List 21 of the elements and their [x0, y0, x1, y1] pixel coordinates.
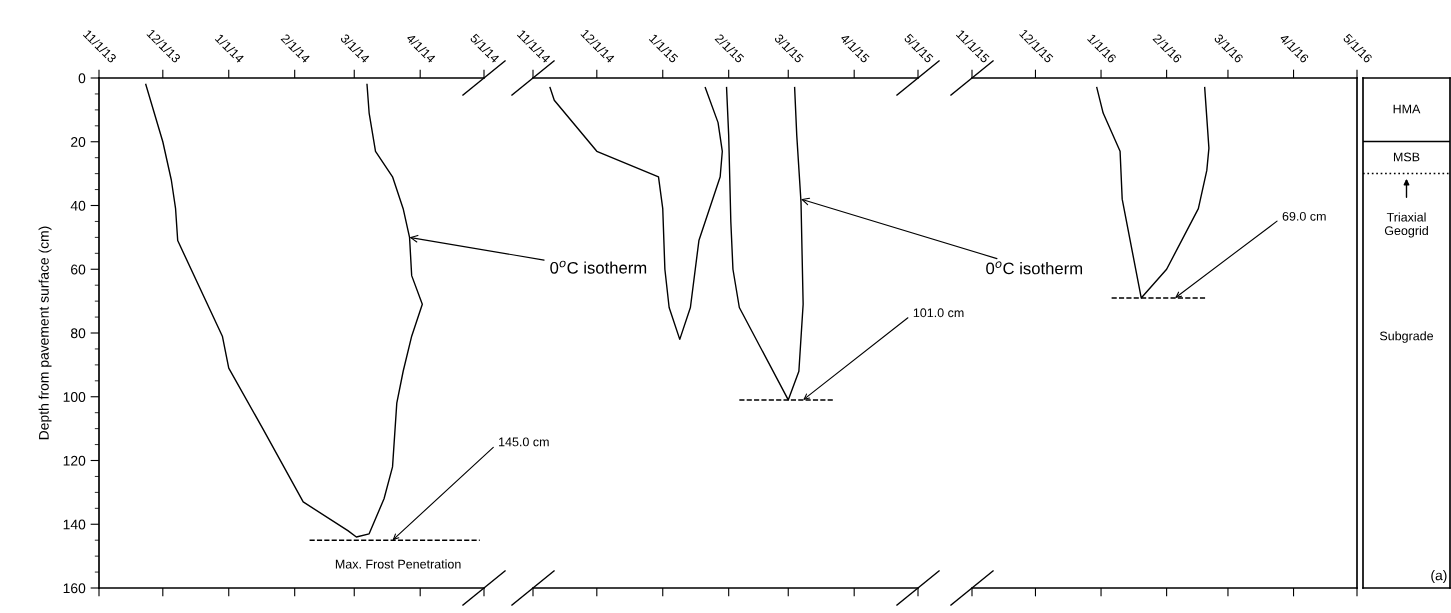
y-tick-label: 20	[71, 137, 86, 147]
annotation: 145.0 cm	[499, 437, 549, 447]
annotation: Max. Frost Penetration	[335, 559, 461, 569]
y-tick-label: 40	[70, 200, 86, 211]
y-tick-label: 160	[63, 583, 86, 594]
y-axis-title: Depth from pavement surface (cm)	[38, 226, 52, 440]
y-tick-label: 120	[63, 455, 86, 466]
text: Triaxial Geogrid	[1384, 212, 1428, 238]
text: MSB	[1393, 152, 1420, 162]
y-tick-label: 80	[70, 328, 86, 339]
annotation: 0$^{o}$C isotherm	[550, 260, 647, 274]
text: Subgrade	[1379, 331, 1434, 343]
annotation: 101.0 cm	[913, 308, 964, 318]
annotation: 69.0 cm	[1282, 211, 1326, 221]
annotation: 0$^{o}$C isotherm	[986, 261, 1083, 275]
y-tick-label: 100	[63, 392, 86, 402]
y-tick-label: 140	[63, 519, 86, 530]
y-tick-label: 0	[78, 73, 86, 84]
y-tick-label: 60	[71, 264, 86, 275]
text: HMA	[1393, 104, 1421, 114]
text: (a)	[1431, 570, 1447, 583]
